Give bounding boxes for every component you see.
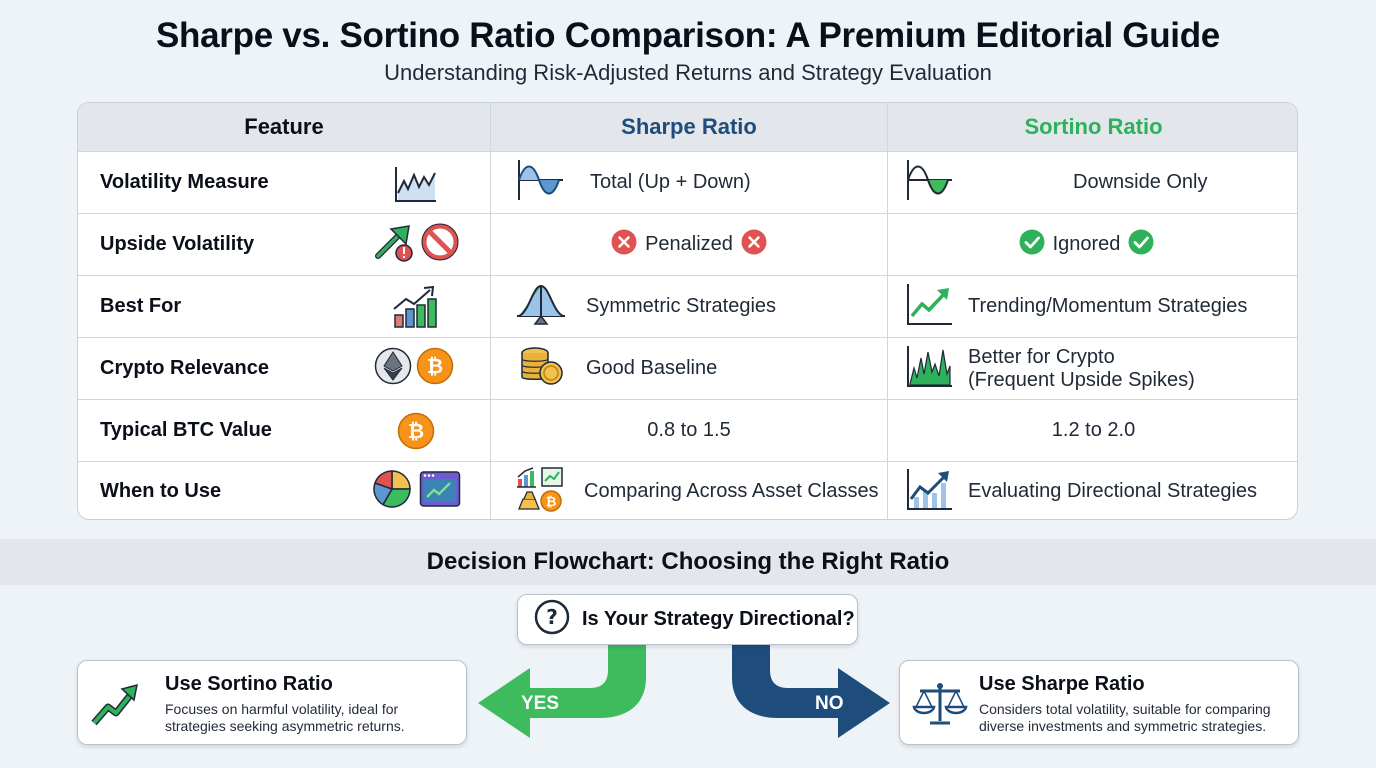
yes-arrow: [478, 640, 646, 738]
svg-text:₿: ₿: [408, 419, 424, 443]
sortino-value: Trending/Momentum Strategies: [968, 295, 1248, 317]
trend-up-icon: [906, 282, 954, 331]
table-row: Upside Volatility: [78, 213, 1297, 275]
sortino-value: Ignored: [1052, 233, 1121, 255]
feature-label: Crypto Relevance: [100, 357, 269, 379]
directional-chart-icon: [906, 467, 954, 516]
sharpe-value: Penalized: [645, 233, 733, 255]
x-circle-icon: [741, 229, 767, 260]
feature-label: Best For: [100, 295, 182, 317]
comparison-table: Feature Sharpe Ratio Sortino Ratio Volat…: [77, 102, 1298, 520]
table-row: When to Use: [78, 461, 1297, 519]
header-sharpe: Sharpe Ratio: [490, 103, 887, 151]
table-row: Best For: [78, 275, 1297, 337]
symmetric-distribution-icon: [515, 282, 567, 331]
bitcoin-icon: ₿: [397, 412, 435, 450]
card-desc-line2: strategies seeking asymmetric returns.: [165, 718, 405, 734]
feature-label: When to Use: [100, 480, 222, 502]
header-sortino: Sortino Ratio: [887, 103, 1297, 151]
browser-chart-icon: [419, 470, 461, 513]
bitcoin-icon: ₿: [416, 347, 454, 390]
table-row: Typical BTC Value ₿ 0.8 to 1.5 1.2 to 2.…: [78, 399, 1297, 461]
spike-chart-icon: [906, 344, 954, 393]
page-subtitle: Understanding Risk-Adjusted Returns and …: [384, 60, 992, 85]
svg-text:₿: ₿: [546, 495, 557, 510]
check-circle-icon: [1128, 229, 1154, 260]
header-feature: Feature: [244, 114, 324, 139]
svg-text:?: ?: [546, 605, 558, 629]
upward-arrow-warning-icon: [375, 222, 415, 267]
card-title: Use Sharpe Ratio: [979, 673, 1145, 695]
question-text: Is Your Strategy Directional?: [582, 608, 855, 630]
feature-label: Volatility Measure: [100, 171, 269, 193]
no-label: NO: [815, 693, 844, 714]
card-desc-line1: Considers total volatility, suitable for…: [979, 701, 1271, 717]
sharpe-value: Good Baseline: [586, 357, 718, 379]
flow-arrows: [478, 640, 890, 738]
sharpe-value: Comparing Across Asset Classes: [584, 480, 879, 502]
table-row: Volatility Measure Total (Up + D: [78, 151, 1297, 213]
sharpe-value: Symmetric Strategies: [586, 295, 777, 317]
x-circle-icon: [611, 229, 637, 260]
table-header-row: Feature Sharpe Ratio Sortino Ratio: [78, 103, 1297, 151]
feature-label: Typical BTC Value: [100, 419, 272, 441]
svg-text:₿: ₿: [427, 354, 443, 378]
card-desc-line2: diverse investments and symmetric strate…: [979, 718, 1267, 734]
card-desc-line1: Focuses on harmful volatility, ideal for: [165, 701, 399, 717]
asset-classes-icon: ₿: [515, 465, 565, 518]
sharpe-value: 0.8 to 1.5: [647, 419, 731, 441]
ethereum-icon: [374, 347, 412, 390]
no-arrow: [732, 640, 890, 738]
check-circle-icon: [1019, 229, 1045, 260]
sortino-value: Evaluating Directional Strategies: [968, 480, 1258, 502]
bar-chart-trend-icon: [392, 285, 438, 329]
table-row: Crypto Relevance ₿: [78, 337, 1297, 399]
prohibited-icon: [421, 223, 459, 266]
trend-up-arrow-icon: [90, 681, 140, 734]
question-box: ? Is Your Strategy Directional?: [517, 594, 858, 645]
use-sortino-card: Use Sortino Ratio Focuses on harmful vol…: [77, 660, 467, 745]
sortino-value-line2: (Frequent Upside Spikes): [968, 369, 1195, 391]
feature-label: Upside Volatility: [100, 233, 255, 255]
line-chart-icon: [394, 163, 438, 203]
question-icon: ?: [534, 599, 570, 640]
yes-label: YES: [521, 693, 560, 714]
full-wave-icon: [517, 158, 565, 207]
coin-stack-icon: [519, 345, 565, 392]
sortino-value: Downside Only: [1073, 171, 1208, 193]
sharpe-value: Total (Up + Down): [590, 171, 751, 193]
page-title: Sharpe vs. Sortino Ratio Comparison: A P…: [156, 16, 1220, 55]
downside-wave-icon: [906, 158, 954, 207]
use-sharpe-card: Use Sharpe Ratio Considers total volatil…: [899, 660, 1299, 745]
balance-scale-icon: [912, 679, 968, 734]
sortino-value: 1.2 to 2.0: [1051, 419, 1136, 441]
flowchart-title: Decision Flowchart: Choosing the Right R…: [0, 539, 1376, 585]
pie-chart-icon: [371, 468, 413, 515]
sortino-value: Better for Crypto: [968, 346, 1115, 368]
card-title: Use Sortino Ratio: [165, 673, 333, 695]
